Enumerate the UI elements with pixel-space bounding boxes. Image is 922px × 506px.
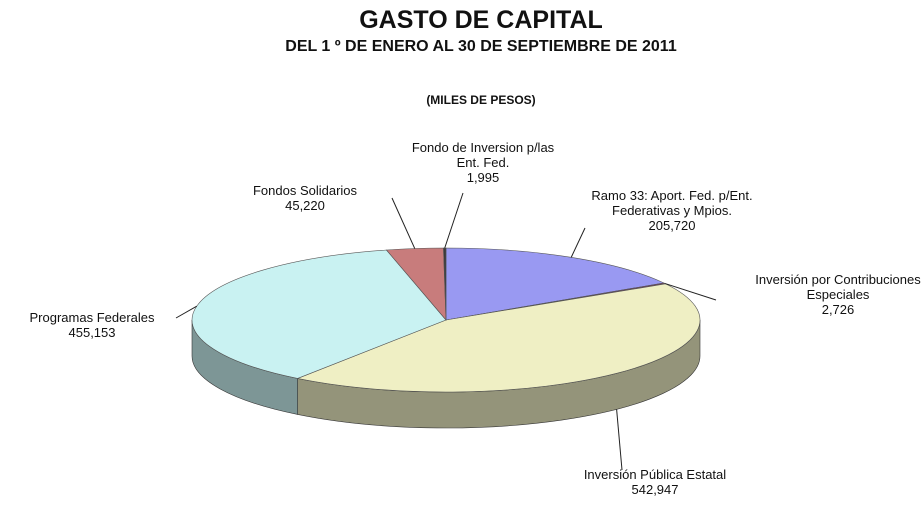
data-label: Fondos Solidarios 45,220: [245, 183, 365, 213]
leader-line: [175, 305, 197, 319]
label-name: Ramo 33: Aport. Fed. p/Ent. Federativas …: [591, 188, 753, 218]
label-name: Inversión por Contribuciones Especiales: [755, 272, 921, 302]
label-value: 1,995: [466, 170, 500, 185]
slice: [445, 247, 665, 321]
leader-line: [391, 197, 416, 249]
leader-line: [664, 282, 717, 301]
label-value: 455,153: [68, 325, 116, 340]
leader-line: [570, 227, 586, 258]
chart-title: GASTO DE CAPITAL: [359, 6, 603, 34]
label-value: 2,726: [821, 302, 855, 317]
leader-line: [444, 192, 464, 249]
slice: [296, 283, 701, 393]
label-name: Programas Federales: [29, 310, 155, 325]
data-label: Programas Federales 455,153: [7, 310, 177, 340]
chart-subtitle: DEL 1 º DE ENERO AL 30 DE SEPTIEMBRE DE …: [285, 38, 677, 55]
label-value: 542,947: [631, 482, 679, 497]
data-label: Fondo de Inversion p/las Ent. Fed. 1,995: [403, 140, 563, 185]
unit-label: (MILES DE PESOS): [426, 93, 536, 107]
data-label: Inversión por Contribuciones Especiales 2…: [753, 272, 922, 317]
data-label: Inversión Pública Estatal 542,947: [565, 467, 745, 497]
leader-line: [616, 409, 623, 471]
label-name: Inversión Pública Estatal: [583, 467, 727, 482]
label-value: 205,720: [648, 218, 696, 233]
data-label: Ramo 33: Aport. Fed. p/Ent. Federativas …: [572, 188, 772, 233]
label-value: 45,220: [285, 198, 325, 213]
label-name: Fondos Solidarios: [252, 183, 358, 198]
slice: [443, 247, 447, 321]
label-name: Fondo de Inversion p/las Ent. Fed.: [411, 140, 555, 170]
